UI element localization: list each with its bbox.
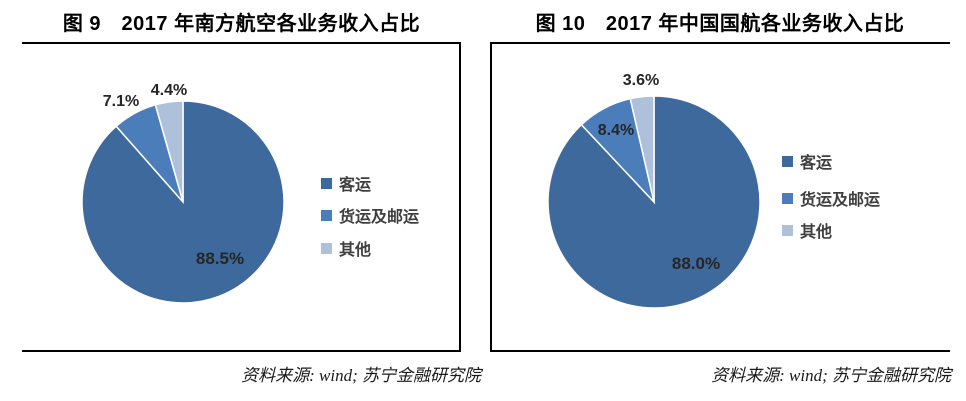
pie-slice-2 [629,95,655,203]
legend-item-other: 其他 [321,238,372,259]
legend-swatch-cargo-icon [782,192,793,204]
label-cargo-percent: 7.1% [102,93,140,110]
label-other-percent: 4.4% [150,82,188,99]
legend-item-passenger: 客运 [782,151,833,172]
legend-swatch-cargo-icon [321,209,332,221]
figure-9-title: 图 9 2017 年南方航空各业务收入占比 [62,12,421,35]
legend-label-passenger: 客运 [339,177,372,194]
label-cargo-percent: 8.4% [597,122,635,139]
figure-10-title: 图 10 2017 年中国国航各业务收入占比 [535,12,905,35]
legend-item-cargo: 货运及邮运 [321,205,420,226]
legend-item-other: 其他 [782,220,833,241]
legend-swatch-other-icon [321,242,332,254]
figure-9-chart-area: 7.1% 4.4% 88.5% 客运 货运及邮运 其他 [22,42,461,352]
figure-10-pie-chart [547,95,761,309]
label-passenger-percent: 88.5% [195,249,245,268]
legend-label-other: 其他 [800,224,833,241]
legend-item-passenger: 客运 [321,173,372,194]
legend-swatch-other-icon [782,224,793,236]
legend-label-passenger: 客运 [800,155,833,172]
pie-slice-2 [154,100,184,203]
label-passenger-percent: 88.0% [671,254,721,273]
figure-9-pie-chart [81,100,285,304]
figure-10-panel: 图 10 2017 年中国国航各业务收入占比 3.6% 8.4% 88.0% 客… [490,0,951,401]
legend-item-cargo: 货运及邮运 [782,188,881,209]
label-other-percent: 3.6% [622,72,660,89]
legend-label-cargo: 货运及邮运 [339,209,420,226]
legend-swatch-passenger-icon [782,155,793,167]
figure-10-source-note: 资料来源: wind; 苏宁金融研究院 [711,366,951,385]
figure-10-chart-area: 3.6% 8.4% 88.0% 客运 货运及邮运 其他 [490,42,950,352]
figure-9-panel: 图 9 2017 年南方航空各业务收入占比 7.1% 4.4% 88.5% 客运… [22,0,481,401]
legend-swatch-passenger-icon [321,177,332,189]
legend-label-cargo: 货运及邮运 [800,192,881,209]
figure-9-source-note: 资料来源: wind; 苏宁金融研究院 [241,366,481,385]
legend-label-other: 其他 [339,242,372,259]
